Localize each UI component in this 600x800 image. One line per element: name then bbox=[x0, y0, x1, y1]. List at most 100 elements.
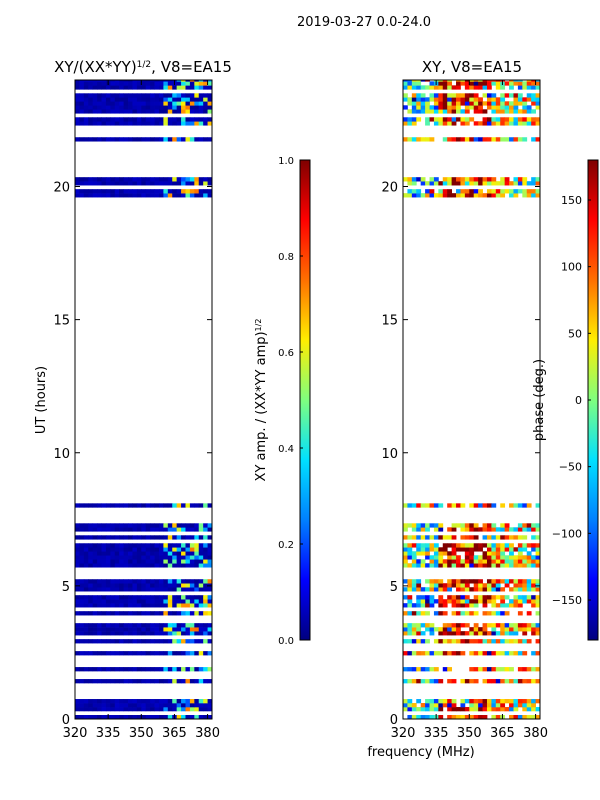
amp-cell bbox=[101, 715, 107, 719]
phase-cell bbox=[500, 527, 506, 532]
amp-cell bbox=[181, 595, 186, 600]
amp-cell bbox=[105, 555, 111, 560]
amp-cell bbox=[101, 105, 107, 110]
phase-cell bbox=[469, 101, 475, 106]
amp-cell bbox=[172, 193, 178, 198]
phase-cell bbox=[469, 563, 475, 568]
amp-cell bbox=[189, 667, 195, 672]
phase-cell bbox=[531, 547, 536, 552]
phase-cell bbox=[429, 715, 435, 719]
phase-cell bbox=[451, 101, 457, 106]
amp-cell bbox=[172, 703, 178, 708]
phase-cell bbox=[403, 503, 408, 508]
amp-cell bbox=[136, 543, 142, 548]
phase-cell bbox=[482, 703, 488, 708]
amp-cell bbox=[167, 181, 173, 186]
phase-cell bbox=[504, 189, 510, 194]
phase-cell bbox=[522, 189, 528, 194]
phase-cell bbox=[526, 579, 532, 584]
amp-cell bbox=[154, 627, 160, 632]
phase-cell bbox=[407, 667, 413, 672]
amp-cell bbox=[128, 137, 133, 142]
amp-cell bbox=[83, 699, 89, 704]
phase-cell bbox=[473, 715, 479, 719]
phase-cell bbox=[495, 651, 501, 656]
phase-cell bbox=[491, 651, 497, 656]
amp-cell bbox=[83, 639, 89, 644]
amp-cell bbox=[150, 667, 155, 672]
phase-cell bbox=[420, 101, 426, 106]
phase-cell bbox=[495, 559, 501, 564]
amp-cell bbox=[114, 611, 120, 616]
amp-cell bbox=[123, 189, 129, 194]
phase-cell bbox=[491, 631, 497, 636]
phase-cell bbox=[531, 699, 536, 704]
phase-cell bbox=[513, 639, 519, 644]
amp-cell bbox=[105, 699, 111, 704]
amp-cell bbox=[128, 193, 133, 198]
amp-cell bbox=[176, 583, 182, 588]
amp-cell bbox=[92, 631, 98, 636]
phase-cell bbox=[517, 595, 523, 600]
phase-cell bbox=[403, 523, 408, 528]
phase-cell bbox=[447, 101, 453, 106]
amp-cell bbox=[88, 189, 94, 194]
amp-cell bbox=[176, 137, 182, 142]
amp-cell bbox=[198, 193, 204, 198]
amp-cell bbox=[172, 707, 178, 712]
amp-cell bbox=[128, 97, 133, 102]
amp-cell bbox=[114, 699, 120, 704]
phase-cell bbox=[526, 80, 532, 82]
amp-cell bbox=[136, 105, 142, 110]
phase-cell bbox=[526, 595, 532, 600]
amp-cell bbox=[158, 85, 164, 90]
amp-cell bbox=[181, 631, 186, 636]
amp-cell bbox=[123, 535, 129, 540]
phase-cell bbox=[420, 523, 426, 528]
phase-cell bbox=[495, 81, 501, 86]
amp-cell bbox=[83, 109, 89, 114]
amp-cell bbox=[114, 527, 120, 532]
phase-cell bbox=[438, 93, 444, 98]
phase-cell bbox=[473, 97, 479, 102]
amp-cell bbox=[75, 177, 80, 182]
phase-cell bbox=[420, 543, 426, 548]
amp-cell bbox=[172, 551, 178, 556]
amp-cell bbox=[185, 623, 191, 628]
phase-cell bbox=[473, 599, 479, 604]
phase-cell bbox=[420, 85, 426, 90]
phase-cell bbox=[451, 563, 457, 568]
phase-cell bbox=[495, 109, 501, 114]
amp-cell bbox=[141, 599, 147, 604]
phase-cell bbox=[522, 97, 528, 102]
amp-cell bbox=[145, 93, 151, 98]
phase-cell bbox=[473, 651, 479, 656]
amp-cell bbox=[194, 639, 200, 644]
amp-cell bbox=[123, 177, 129, 182]
phase-cell bbox=[486, 543, 492, 548]
phase-cell bbox=[482, 543, 488, 548]
phase-cell bbox=[447, 97, 453, 102]
phase-cell bbox=[425, 587, 430, 592]
amp-cell bbox=[163, 555, 169, 560]
amp-cell bbox=[167, 527, 173, 532]
amp-cell bbox=[132, 189, 138, 194]
phase-cell bbox=[411, 679, 417, 684]
phase-cell bbox=[486, 551, 492, 556]
amp-cell bbox=[105, 109, 111, 114]
amp-cell bbox=[83, 707, 89, 712]
amp-cell bbox=[163, 105, 169, 110]
phase-cell bbox=[478, 121, 483, 126]
phase-cell bbox=[407, 543, 413, 548]
phase-cell bbox=[517, 97, 523, 102]
phase-cell bbox=[513, 583, 519, 588]
amp-cell bbox=[203, 679, 208, 684]
amp-cell bbox=[145, 559, 151, 564]
phase-cell bbox=[411, 189, 417, 194]
phase-cell bbox=[482, 177, 488, 182]
amp-cell bbox=[97, 595, 102, 600]
phase-cell bbox=[486, 137, 492, 142]
amp-cell bbox=[92, 543, 98, 548]
phase-cell bbox=[482, 527, 488, 532]
amp-cell bbox=[207, 535, 212, 540]
